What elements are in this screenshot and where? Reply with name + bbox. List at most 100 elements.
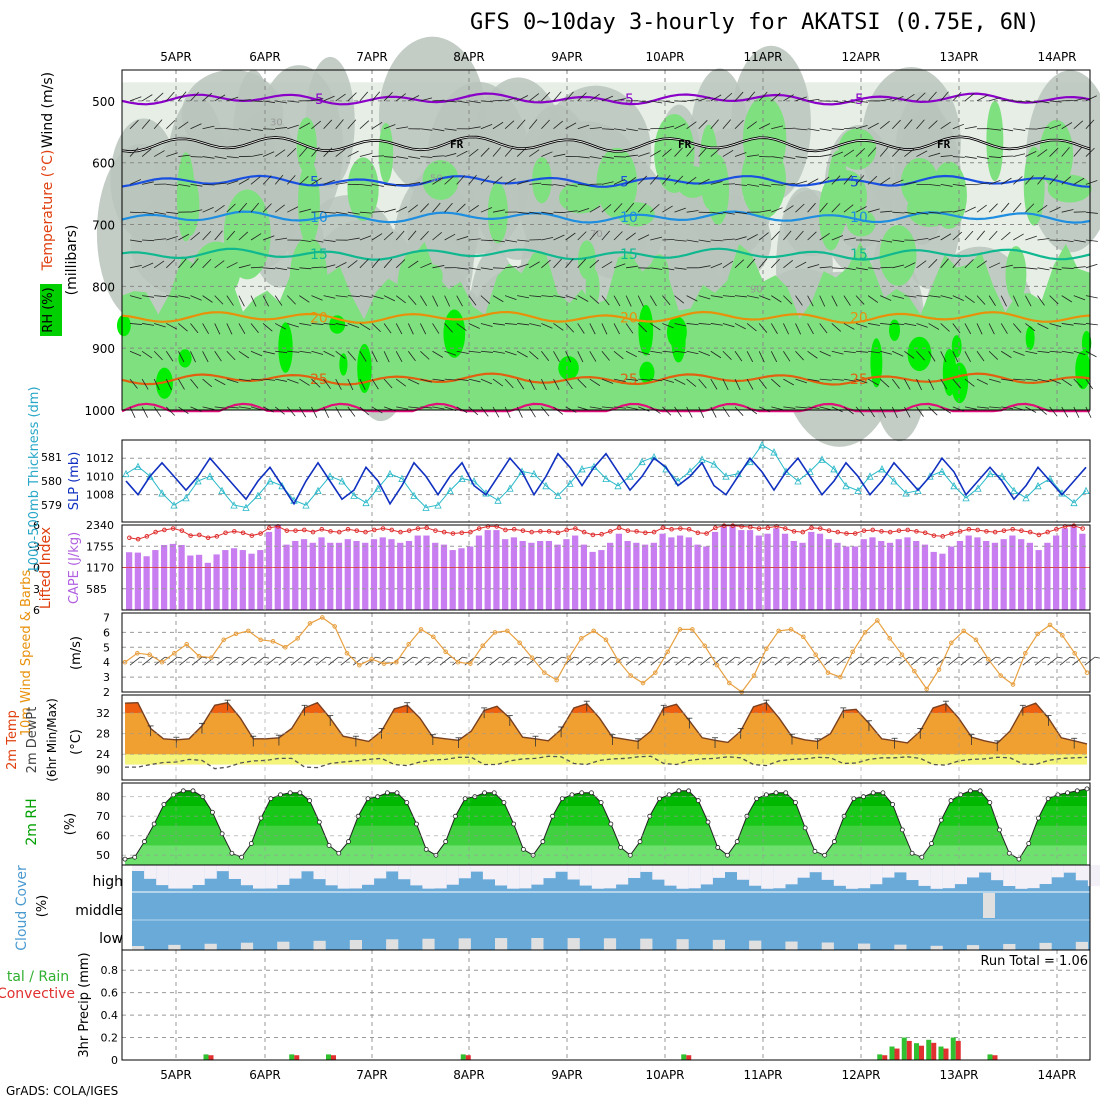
xtick-bottom: 6APR xyxy=(249,1068,280,1082)
cloud-high-gap xyxy=(652,865,664,880)
rh2m-point xyxy=(162,802,166,806)
cloud-mid-gap xyxy=(983,893,995,918)
cloud-high-gap xyxy=(362,865,374,885)
cloud-high-gap xyxy=(1027,865,1039,888)
rh2m-point xyxy=(930,842,934,846)
isotherm-label: 15 xyxy=(620,247,638,263)
rh2m-point xyxy=(551,814,555,818)
cape-tick: 1755 xyxy=(86,540,114,553)
cape-bar xyxy=(869,537,875,610)
cape-bar xyxy=(887,543,893,610)
rh2m-point xyxy=(764,793,768,797)
rh2m-point xyxy=(920,855,924,859)
cloud-high-gap xyxy=(386,865,398,871)
rh2m-point xyxy=(696,799,700,803)
wind-tick: 2 xyxy=(103,686,110,699)
rh2m-point xyxy=(638,840,642,844)
xtick-bottom: 13APR xyxy=(939,1068,978,1082)
precip-conv-bar xyxy=(919,1046,924,1060)
wind-barb xyxy=(614,157,626,158)
cloud-low-gap xyxy=(1076,942,1088,950)
rh2m-point xyxy=(327,843,331,847)
cape-bar xyxy=(537,541,543,610)
label-dewpt: 2m DewPt xyxy=(25,707,40,774)
rh2m-point xyxy=(463,797,467,801)
cloud-high-gap xyxy=(277,865,289,885)
cloud-low-gap xyxy=(459,938,471,950)
label-rh2m: 2m RH xyxy=(24,798,40,845)
rh2m-point xyxy=(589,791,593,795)
rh2m-point xyxy=(366,797,370,801)
rh-green-blob xyxy=(298,160,320,245)
cloud-high-gap xyxy=(1052,865,1064,877)
precip-conv-bar xyxy=(294,1055,299,1060)
cloud-high-gap xyxy=(689,865,701,888)
isotherm-label: 10 xyxy=(850,210,868,226)
cape-bar xyxy=(555,545,561,610)
xtick-bottom: 10APR xyxy=(645,1068,684,1082)
cape-bar xyxy=(808,532,814,610)
cape-bar xyxy=(397,543,403,610)
precip-total-bar xyxy=(326,1054,331,1060)
cloud-high-gap xyxy=(495,865,507,885)
thickness-tick: 581 xyxy=(41,451,62,464)
wind-barb xyxy=(251,101,263,102)
cape-bar xyxy=(1071,526,1077,610)
cloud-high-gap xyxy=(193,865,205,885)
xtick-bottom: 5APR xyxy=(160,1068,191,1082)
cloud-high-gap xyxy=(1015,865,1027,889)
rh2m-point xyxy=(1027,842,1031,846)
pressure-tick: 900 xyxy=(92,342,115,356)
precip-tick: 0.2 xyxy=(101,1032,119,1045)
rh2m-point xyxy=(725,853,729,857)
wind-barb xyxy=(941,212,953,213)
cloud-high-gap xyxy=(568,865,580,880)
cape-bar xyxy=(738,530,744,610)
wind-barb xyxy=(1062,100,1074,101)
wind-barb xyxy=(191,157,203,158)
cape-bar xyxy=(861,539,867,610)
cape-bar xyxy=(292,541,298,610)
rh-bright-blob xyxy=(443,309,465,357)
cape-bar xyxy=(624,541,630,610)
wind-barb xyxy=(1001,156,1013,157)
rh2m-tick: 80 xyxy=(96,791,110,804)
cloud-low-gap xyxy=(785,942,797,950)
label-degc: (°C) xyxy=(69,729,84,755)
t2m-tick: 90 xyxy=(96,764,110,777)
cape-bar xyxy=(318,537,324,610)
rh2m-point xyxy=(1075,789,1079,793)
rh2m-point xyxy=(483,791,487,795)
cape-bar xyxy=(1001,539,1007,610)
cape-bar xyxy=(196,555,202,610)
cloud-high-gap xyxy=(459,865,471,878)
precip-conv-bar xyxy=(956,1041,961,1060)
cloud-low-gap xyxy=(749,941,761,950)
cape-bar xyxy=(1036,550,1042,610)
rh2m-point xyxy=(1085,787,1089,791)
cape-bar xyxy=(502,539,508,610)
cape-bar xyxy=(485,530,491,610)
cape-bar xyxy=(974,537,980,610)
rh-green-blob xyxy=(986,101,1003,181)
isotherm-label: 10 xyxy=(620,210,638,226)
rh2m-point xyxy=(240,855,244,859)
upper-air-panel: -5-5-5FRFRFR5551010101515152020202525253… xyxy=(84,37,1100,447)
rh2m-point xyxy=(346,840,350,844)
rh-bright-blob xyxy=(558,356,579,380)
cape-bar xyxy=(747,530,753,610)
rh-contour-label: 30 xyxy=(270,118,283,129)
rh-bright-blob xyxy=(357,344,371,393)
rh2m-point xyxy=(910,851,914,855)
precip-conv-bar xyxy=(209,1055,214,1060)
cape-bar xyxy=(135,553,141,610)
slp-tick: 1010 xyxy=(86,470,114,483)
label-t2m: 2m Temp xyxy=(5,710,20,770)
cape-bar xyxy=(922,545,928,610)
cape-tick: 2340 xyxy=(86,519,114,532)
rh2m-tick: 50 xyxy=(96,849,110,862)
cloud-low-gap xyxy=(568,938,580,950)
cloud-high-gap xyxy=(507,865,519,889)
